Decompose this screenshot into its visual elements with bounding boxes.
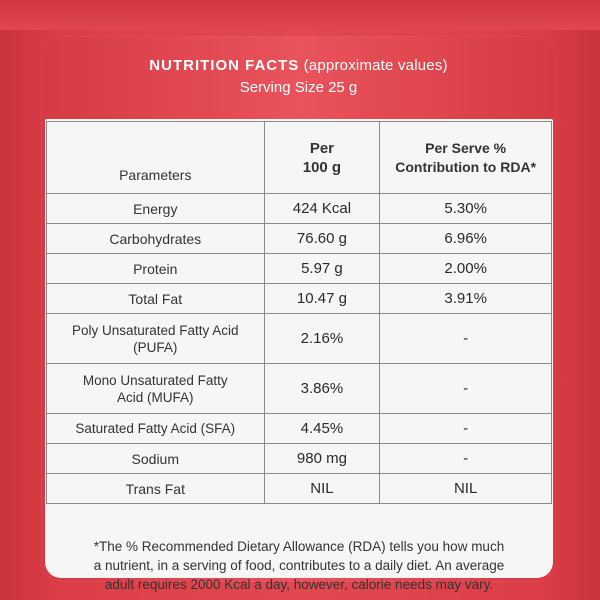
row-param: Poly Unsaturated Fatty Acid (PUFA) — [46, 313, 265, 364]
header-parameters-label: Parameters — [119, 167, 192, 183]
row-per100: 76.60 g — [263, 223, 381, 254]
serving-size: Serving Size 25 g — [239, 79, 358, 96]
header-per-line2: 100 g — [302, 158, 342, 176]
header-parameters: Parameters — [46, 121, 265, 194]
row-per100: 5.97 g — [263, 253, 381, 284]
row-per100: NIL — [263, 473, 381, 504]
table-row: Poly Unsaturated Fatty Acid (PUFA) 2.16%… — [46, 313, 552, 364]
row-param: Saturated Fatty Acid (SFA) — [46, 413, 265, 444]
row-rda: - — [379, 313, 552, 364]
row-param: Sodium — [46, 443, 265, 474]
nutrition-title: NUTRITION FACTS — [149, 57, 300, 74]
nutrition-table: Parameters Per 100 g Per Serve % Contrib… — [46, 121, 552, 504]
nutrition-header: NUTRITION FACTS (approximate values) Ser… — [41, 56, 556, 98]
row-per100: 980 mg — [263, 443, 381, 474]
row-param: Protein — [46, 253, 265, 284]
row-per100: 10.47 g — [263, 283, 381, 314]
background-top-band — [0, 0, 600, 30]
row-param-line1: Mono Unsaturated Fatty — [82, 372, 228, 388]
nutrition-card: Parameters Per 100 g Per Serve % Contrib… — [45, 119, 553, 592]
table-row: Saturated Fatty Acid (SFA) 4.45% - — [46, 413, 552, 444]
row-param-line2: Acid (MUFA) — [117, 389, 194, 405]
table-row: Sodium 980 mg - — [46, 443, 552, 474]
row-per100: 4.45% — [263, 413, 381, 444]
row-param: Mono Unsaturated Fatty Acid (MUFA) — [46, 363, 265, 414]
row-rda: 3.91% — [379, 283, 552, 314]
table-row: Mono Unsaturated Fatty Acid (MUFA) 3.86%… — [46, 363, 552, 414]
row-rda: - — [379, 363, 552, 414]
table-row: Total Fat 10.47 g 3.91% — [46, 283, 552, 314]
row-rda: NIL — [379, 473, 552, 504]
table-row: Trans Fat NIL NIL — [46, 473, 552, 504]
row-param: Trans Fat — [46, 473, 265, 504]
nutrition-panel: NUTRITION FACTS (approximate values) Ser… — [41, 36, 556, 592]
row-rda: 6.96% — [379, 223, 552, 254]
header-rda-line1: Per Serve % — [425, 139, 507, 156]
row-rda: 5.30% — [379, 193, 552, 224]
footnote-line3: adult requires 2000 Kcal a day, however,… — [104, 577, 494, 592]
nutrition-subtitle: (approximate values) — [303, 57, 448, 74]
table-header-row: Parameters Per 100 g Per Serve % Contrib… — [46, 121, 552, 194]
row-param-line1: Poly Unsaturated Fatty Acid — [71, 322, 239, 338]
footnote-line1: *The % Recommended Dietary Allowance (RD… — [93, 539, 505, 554]
table-row: Energy 424 Kcal 5.30% — [46, 193, 552, 224]
row-param: Energy — [46, 193, 265, 224]
row-param: Total Fat — [46, 283, 265, 314]
row-per100: 424 Kcal — [263, 193, 381, 224]
footnote-line2: a nutrient, in a serving of food, contri… — [93, 558, 505, 573]
row-per100: 3.86% — [263, 363, 381, 414]
row-per100: 2.16% — [263, 313, 381, 364]
header-title-line: NUTRITION FACTS (approximate values) — [41, 56, 556, 76]
header-per-line1: Per — [309, 139, 335, 157]
header-rda-line2: Contribution to RDA* — [395, 158, 537, 175]
header-per-100g: Per 100 g — [263, 121, 381, 194]
row-rda: 2.00% — [379, 253, 552, 284]
row-param: Carbohydrates — [46, 223, 265, 254]
table-row: Protein 5.97 g 2.00% — [46, 253, 552, 284]
row-param-line2: (PUFA) — [133, 339, 178, 355]
row-rda: - — [379, 413, 552, 444]
rda-footnote: *The % Recommended Dietary Allowance (RD… — [53, 537, 545, 594]
header-rda: Per Serve % Contribution to RDA* — [379, 121, 552, 194]
row-rda: - — [379, 443, 552, 474]
table-row: Carbohydrates 76.60 g 6.96% — [46, 223, 552, 254]
